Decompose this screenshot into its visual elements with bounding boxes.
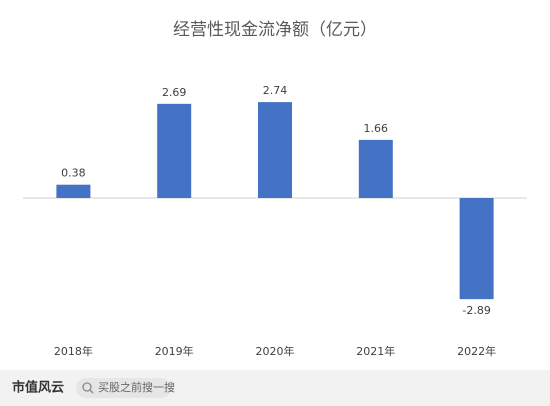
data-label: 2.74 — [263, 84, 288, 97]
data-label: 0.38 — [61, 167, 86, 180]
search-icon — [82, 382, 92, 392]
bar — [157, 103, 192, 198]
data-label: 2.69 — [162, 86, 187, 99]
brand: 市值风云 — [12, 380, 64, 396]
bar — [459, 198, 494, 300]
data-label: 1.66 — [364, 122, 389, 135]
search-box[interactable] — [76, 378, 171, 398]
data-label: -2.89 — [462, 304, 490, 317]
x-tick-label: 2022年 — [457, 344, 496, 358]
bar — [358, 139, 393, 198]
x-tick-label: 2019年 — [155, 344, 194, 358]
bar — [56, 184, 91, 198]
x-tick-label: 2018年 — [54, 344, 93, 358]
search-text: 买股之前搜一搜 — [98, 380, 175, 394]
x-tick-label: 2020年 — [256, 344, 295, 358]
x-tick-label: 2021年 — [356, 344, 395, 358]
bar — [258, 102, 292, 198]
chart-title: 经营性现金流净额（亿元） — [173, 20, 377, 40]
search-icon-handle — [89, 389, 94, 394]
